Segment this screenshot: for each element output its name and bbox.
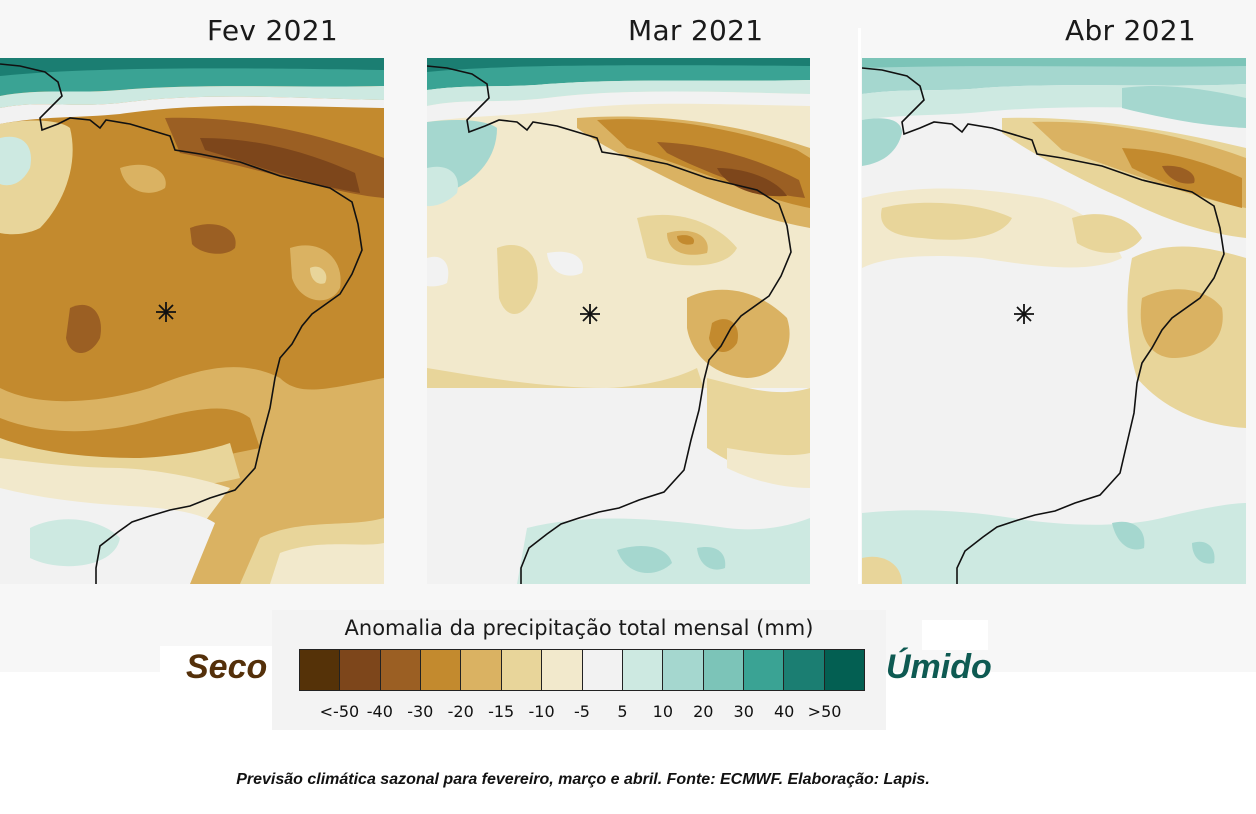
colorbar-cell (703, 650, 744, 690)
colorbar-tick-label: -30 (407, 702, 434, 721)
colorbar (299, 649, 865, 691)
colorbar-cell (663, 650, 704, 690)
panel-title-apr: Abr 2021 (1065, 14, 1196, 47)
wet-label: Úmido (886, 648, 992, 686)
location-marker-icon (580, 304, 600, 324)
wet-label-background (922, 620, 988, 650)
colorbar-cell (340, 650, 381, 690)
colorbar-tick-label: 10 (652, 702, 674, 721)
map-mar (427, 58, 810, 584)
colorbar-cell (542, 650, 583, 690)
colorbar-cell (380, 650, 422, 690)
panel-title-feb: Fev 2021 (207, 14, 338, 47)
colorbar-tick-label: >50 (807, 702, 842, 721)
colorbar-cell (582, 650, 623, 690)
colorbar-cell (501, 650, 543, 690)
colorbar-cell (824, 650, 865, 690)
colorbar-tick-label: 5 (617, 702, 628, 721)
map-feb (0, 58, 384, 584)
colorbar-cell (622, 650, 664, 690)
colorbar-tick-labels: <-50 -40 -30 -20 -15 -10 -5 5 10 20 30 40 >50 (299, 702, 865, 726)
colorbar-cell (743, 650, 785, 690)
colorbar-cell (784, 650, 825, 690)
colorbar-tick-label: -5 (574, 702, 590, 721)
figure-caption: Previsão climática sazonal para fevereir… (236, 771, 930, 788)
colorbar-cell (421, 650, 462, 690)
colorbar-cell (461, 650, 502, 690)
map-apr (862, 58, 1246, 584)
dry-label: Seco (186, 648, 268, 686)
dry-label-background (160, 646, 272, 696)
colorbar-tick-label: <-50 (319, 702, 360, 721)
colorbar-tick-label: -20 (447, 702, 474, 721)
panel-title-mar: Mar 2021 (628, 14, 764, 47)
colorbar-tick-label: -40 (366, 702, 393, 721)
colorbar-tick-label: 20 (693, 702, 714, 721)
location-marker-icon (156, 302, 176, 322)
colorbar-cell (300, 650, 341, 690)
colorbar-tick-label: -15 (488, 702, 515, 721)
panel-divider (858, 28, 861, 584)
location-marker-icon (1014, 304, 1034, 324)
colorbar-tick-label: -10 (528, 702, 555, 721)
legend-title: Anomalia da precipitação total mensal (m… (344, 616, 814, 640)
colorbar-tick-label: 40 (773, 702, 795, 721)
colorbar-tick-label: 30 (733, 702, 754, 721)
